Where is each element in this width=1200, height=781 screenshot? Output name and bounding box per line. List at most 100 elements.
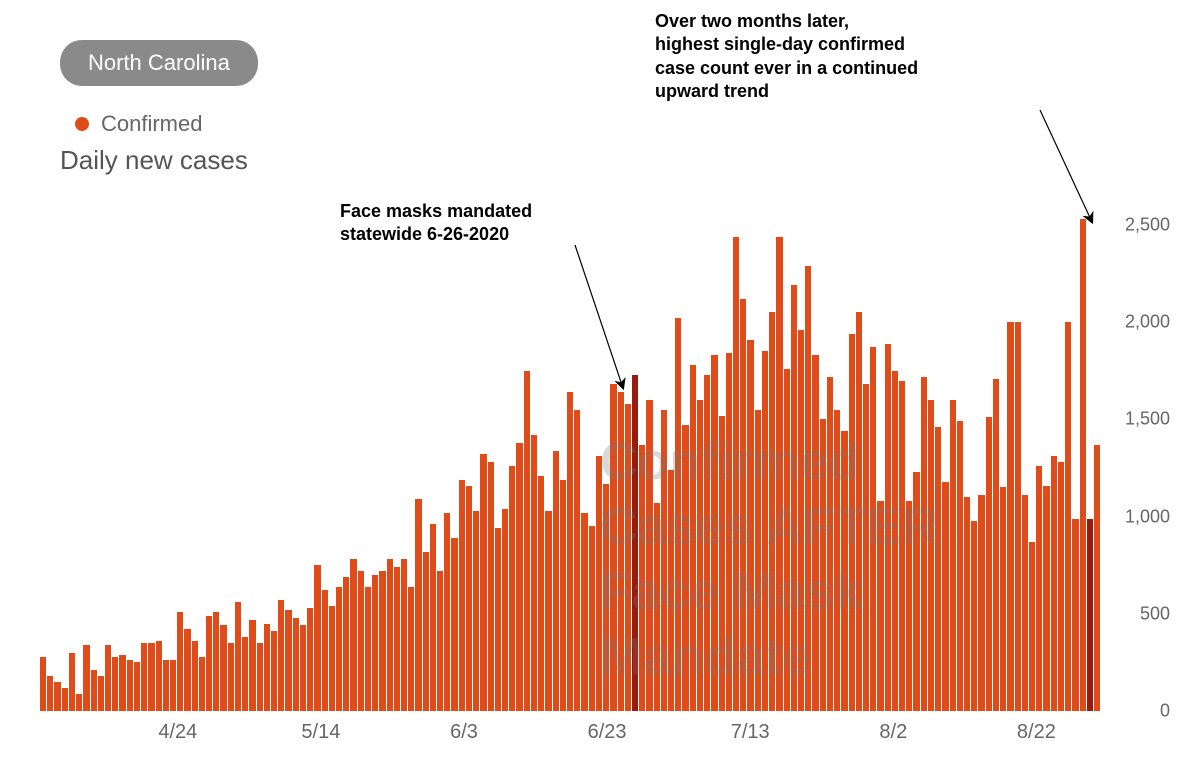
bar [892,371,898,711]
bar [444,513,450,711]
chart-subtitle: Daily new cases [60,145,1170,176]
y-tick-label: 500 [1140,603,1170,624]
bar [127,660,133,711]
bar [776,237,782,711]
bar [849,334,855,711]
bar [156,641,162,711]
bar [285,610,291,711]
bar [1029,542,1035,711]
bar [163,660,169,711]
bar [632,375,638,711]
bar [791,285,797,711]
chart-plot-area [40,225,1100,711]
bar [192,641,198,711]
bar [480,454,486,711]
bar [415,499,421,711]
bar [603,484,609,711]
bar [747,340,753,711]
legend: Confirmed [75,111,1170,137]
bar [574,410,580,711]
bar [704,375,710,711]
bar [307,608,313,711]
bar [1022,495,1028,711]
bars-group [40,225,1100,711]
bar [827,377,833,711]
bar [733,237,739,711]
bar [719,416,725,711]
x-tick-label: 8/2 [879,721,907,744]
bar [740,299,746,711]
bar [668,470,674,711]
bar [863,384,869,711]
bar [538,476,544,711]
bar [1065,322,1071,711]
bar [365,587,371,711]
bar [1015,322,1021,711]
bar [581,513,587,711]
bar [293,618,299,711]
bar [769,312,775,711]
bar [488,462,494,711]
bar [170,660,176,711]
bar [451,538,457,711]
location-badge: North Carolina [60,40,258,86]
bar [654,503,660,711]
bar [610,384,616,711]
bar [213,612,219,711]
bar [697,400,703,711]
bar [148,643,154,711]
bar [1087,519,1093,711]
bar [343,577,349,711]
bar [350,559,356,711]
bar [784,369,790,711]
bar [199,657,205,711]
bar [682,425,688,711]
bar [596,456,602,711]
bar [54,682,60,711]
bar [1036,466,1042,711]
bar [690,365,696,711]
bar [516,443,522,711]
y-tick-label: 0 [1160,701,1170,722]
bar [242,637,248,711]
bar [661,410,667,711]
bar [509,466,515,711]
bar [358,571,364,711]
bar [820,419,826,711]
bar [257,643,263,711]
bar [228,643,234,711]
bar [899,381,905,711]
bar [119,655,125,711]
bar [978,495,984,711]
bar [762,351,768,711]
x-axis: 4/245/146/36/237/138/28/22 [40,721,1100,751]
bar [986,417,992,711]
bar [459,480,465,711]
bar [329,606,335,711]
y-tick-label: 2,000 [1125,312,1170,333]
bar [675,318,681,711]
bar [625,404,631,711]
bar [372,575,378,711]
bar [83,645,89,711]
bar [220,625,226,711]
bar [300,625,306,711]
x-tick-label: 6/3 [450,721,478,744]
bar [1000,487,1006,711]
bar [76,694,82,711]
bar [430,524,436,711]
x-tick-label: 7/13 [731,721,770,744]
bar [646,400,652,711]
bar [264,624,270,711]
bar [913,472,919,711]
bar [47,676,53,711]
bar [278,600,284,711]
bar [928,400,934,711]
bar [40,657,46,711]
bar [870,347,876,711]
bar [856,312,862,711]
bar [401,559,407,711]
bar [1051,456,1057,711]
bar [98,676,104,711]
bar [69,653,75,711]
